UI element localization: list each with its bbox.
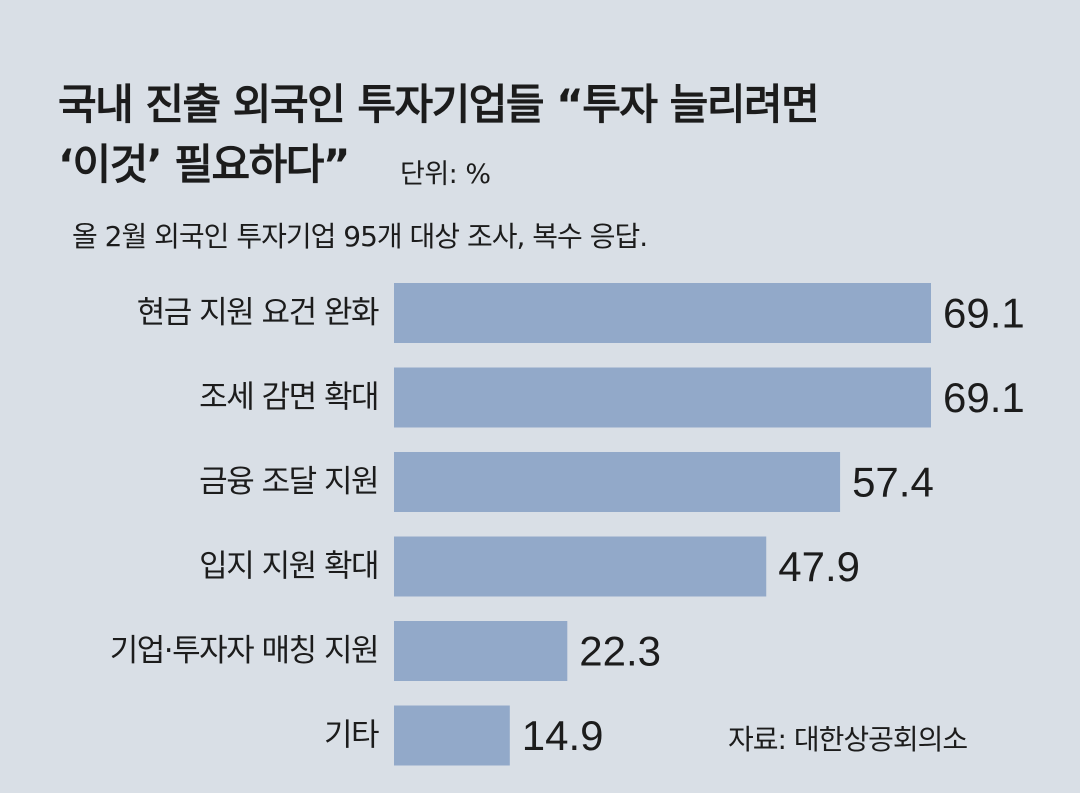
chart-title-line-1: 국내 진출 외국인 투자기업들 “투자 늘리려면	[58, 80, 820, 129]
bar	[394, 283, 931, 343]
chart-subtitle: 올 2월 외국인 투자기업 95개 대상 조사, 복수 응답.	[72, 220, 648, 253]
source-note: 자료: 대한상공회의소	[728, 723, 968, 756]
category-label: 금융 조달 지원	[199, 464, 378, 500]
category-label: 기타	[324, 718, 379, 754]
bar	[394, 452, 841, 512]
bar	[394, 621, 568, 681]
value-label: 22.3	[579, 628, 661, 675]
value-label: 57.4	[852, 459, 934, 506]
unit-label: 단위: %	[400, 159, 491, 190]
category-label: 현금 지원 요건 완화	[137, 295, 379, 331]
value-label: 47.9	[778, 543, 860, 590]
category-label: 입지 지원 확대	[199, 549, 378, 585]
category-label: 조세 감면 확대	[199, 380, 378, 416]
value-label: 14.9	[522, 712, 604, 759]
bar	[394, 705, 510, 766]
value-label: 69.1	[943, 290, 1025, 337]
bar	[394, 536, 767, 597]
chart-title-line-2: ‘이것’ 필요하다”	[58, 140, 350, 189]
bar	[394, 367, 931, 428]
category-label: 기업·투자자 매칭 지원	[110, 633, 378, 669]
value-label: 69.1	[943, 374, 1025, 421]
